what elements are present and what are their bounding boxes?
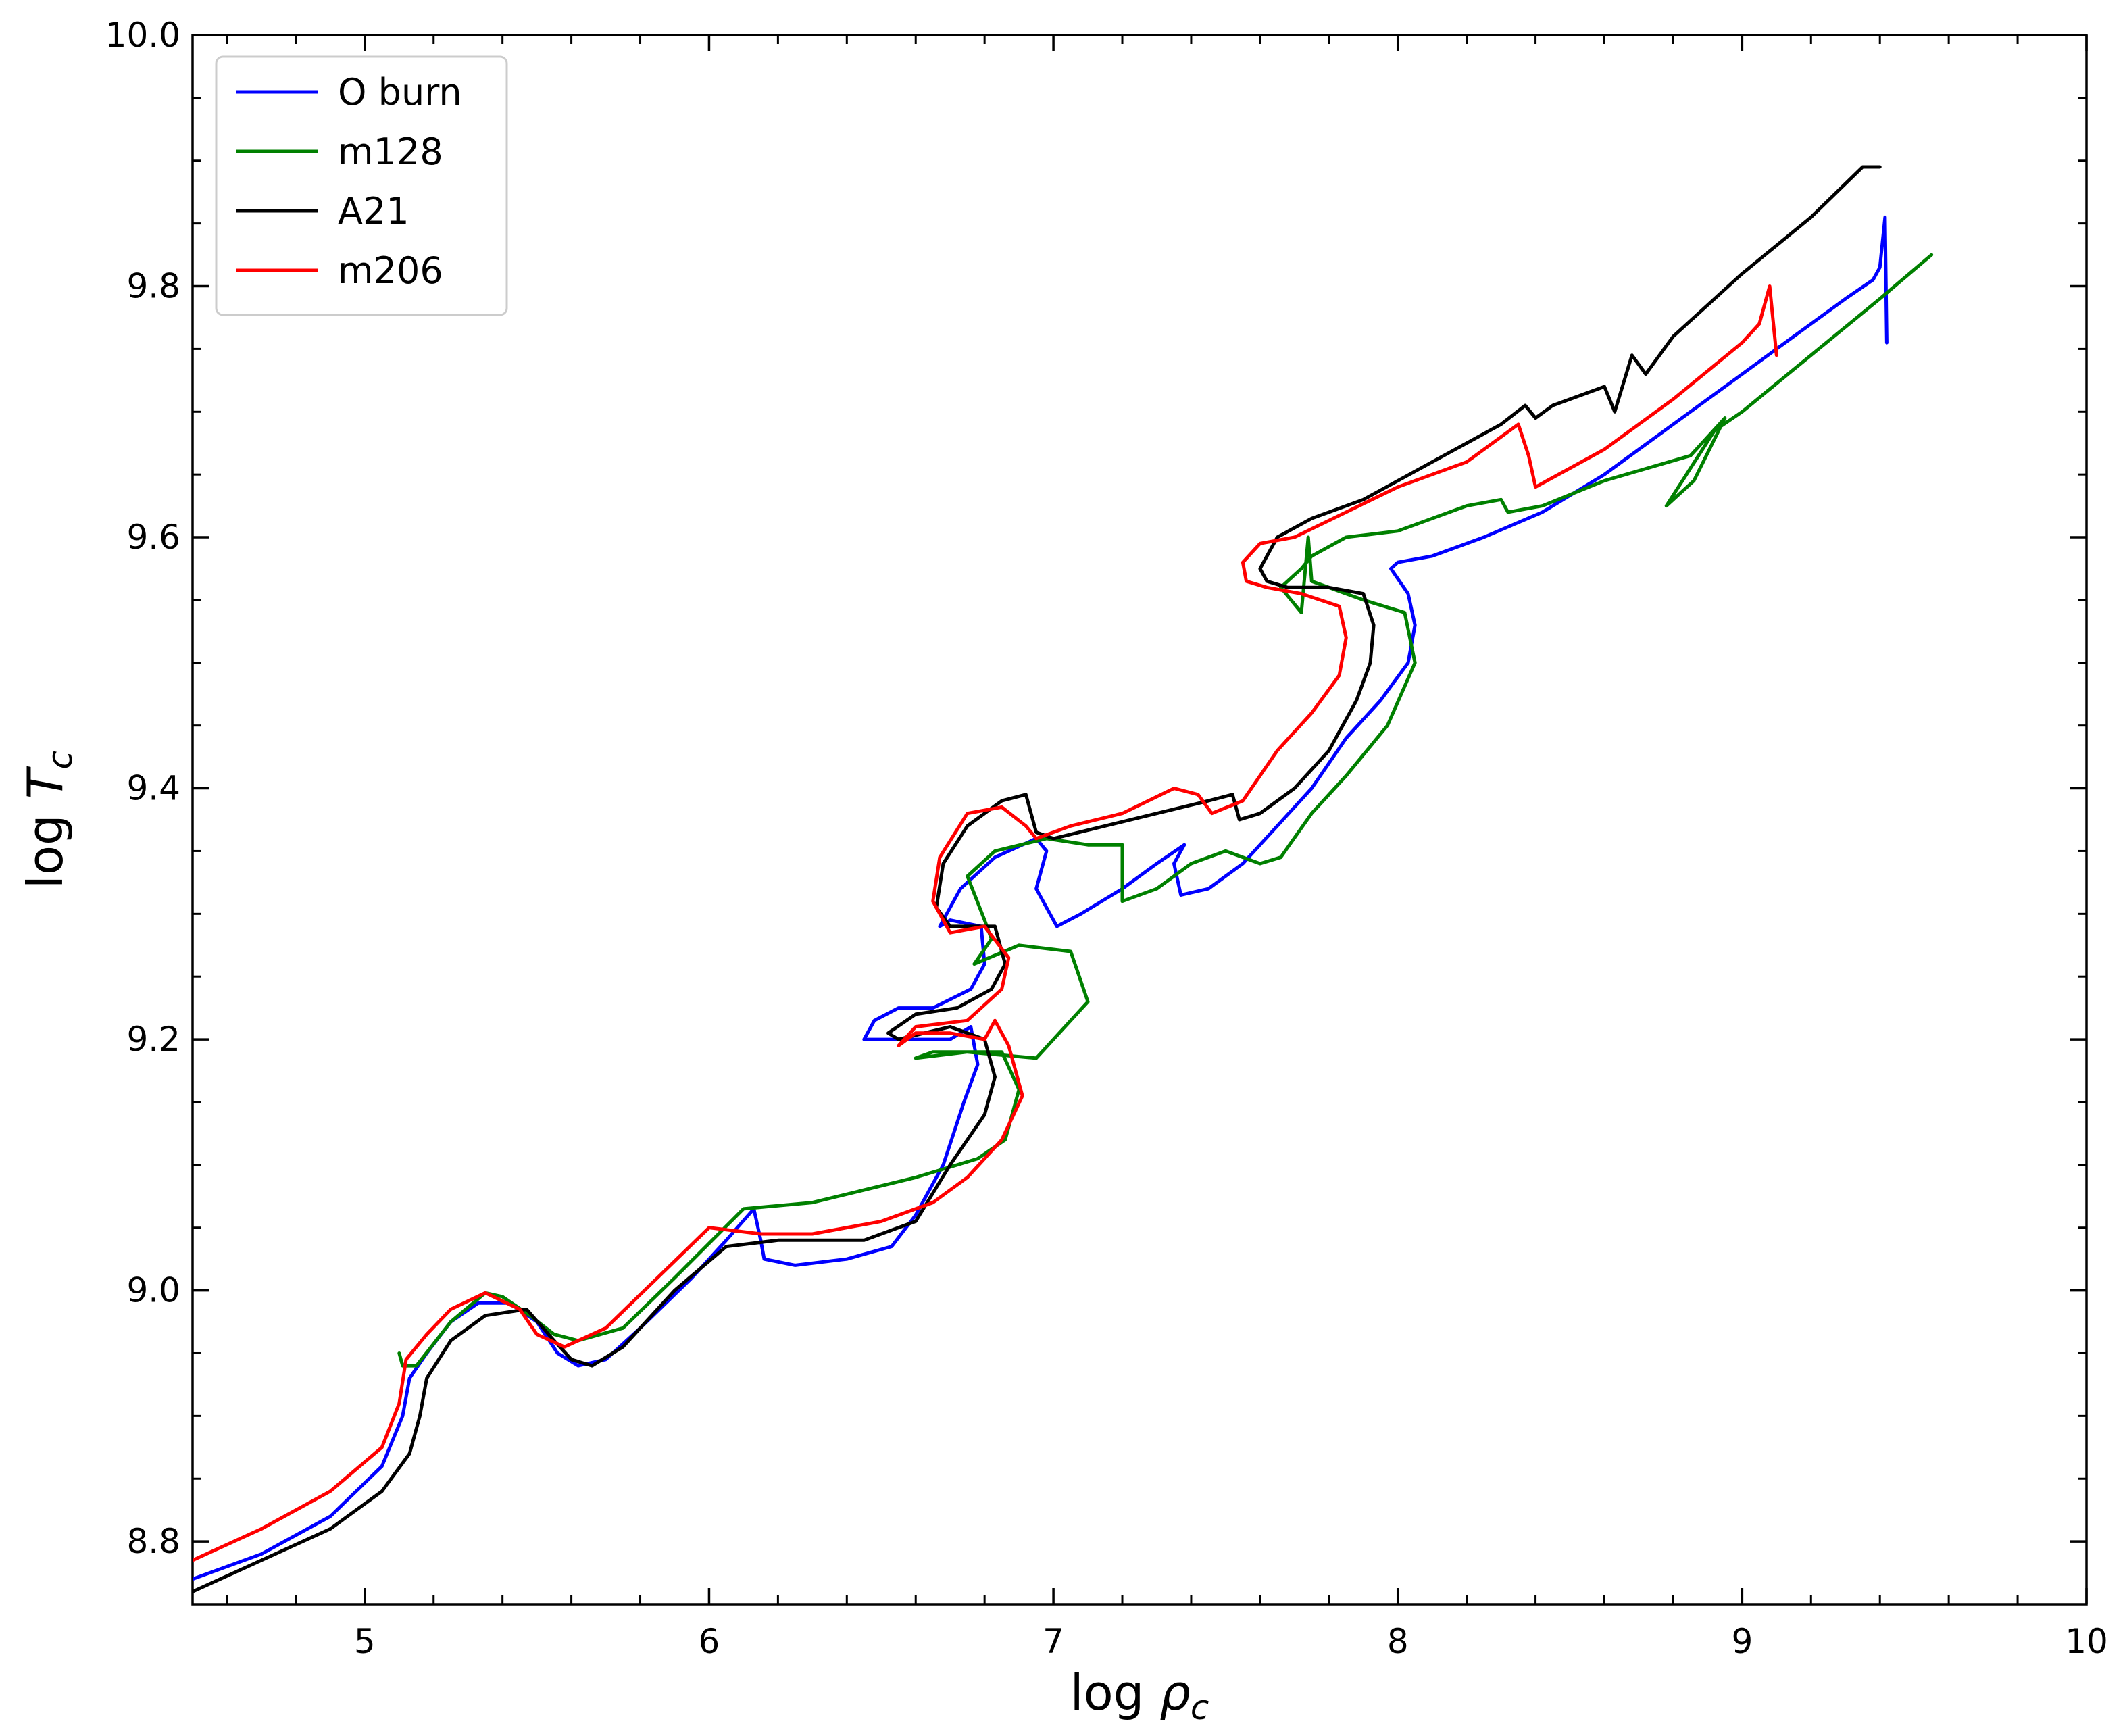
legend-label: O burn bbox=[338, 71, 462, 114]
y-tick-label: 9.2 bbox=[126, 1020, 180, 1059]
x-tick-label: 6 bbox=[699, 1622, 720, 1661]
x-tick-label: 8 bbox=[1387, 1622, 1409, 1661]
x-axis-label: log ρc bbox=[1070, 1664, 1209, 1727]
y-tick-label: 8.8 bbox=[126, 1522, 180, 1561]
x-tick-label: 9 bbox=[1731, 1622, 1753, 1661]
y-axis-label: log Tc bbox=[17, 751, 80, 889]
series-line-m128 bbox=[397, 253, 1934, 1368]
x-tick-label: 10 bbox=[2065, 1622, 2108, 1661]
plot-area: 5 6 7 8 9 10 8.8 9.0 9.2 9.4 9.6 9.8 10.0 bbox=[105, 16, 2108, 1661]
legend-label: m206 bbox=[338, 249, 443, 292]
legend-label: m128 bbox=[338, 130, 443, 173]
y-tick-label: 9.4 bbox=[126, 769, 180, 808]
series-layer bbox=[193, 165, 1934, 1593]
series-line-a21 bbox=[193, 165, 1882, 1593]
legend: O burn m128 A21 m206 bbox=[215, 55, 508, 316]
y-tick-label: 10.0 bbox=[105, 16, 180, 55]
legend-box bbox=[215, 55, 508, 316]
legend-label: A21 bbox=[338, 190, 409, 232]
plot-frame bbox=[191, 34, 2088, 1606]
x-tick-label: 7 bbox=[1043, 1622, 1064, 1661]
x-tick-label: 5 bbox=[354, 1622, 376, 1661]
series-line-m206 bbox=[193, 284, 1778, 1562]
axis-ticks: 5 6 7 8 9 10 8.8 9.0 9.2 9.4 9.6 9.8 10.0 bbox=[105, 16, 2108, 1661]
y-tick-label: 9.0 bbox=[126, 1271, 180, 1310]
y-tick-label: 9.6 bbox=[126, 518, 180, 557]
series-line-o-burn bbox=[193, 215, 1889, 1581]
y-tick-label: 9.8 bbox=[126, 267, 180, 306]
